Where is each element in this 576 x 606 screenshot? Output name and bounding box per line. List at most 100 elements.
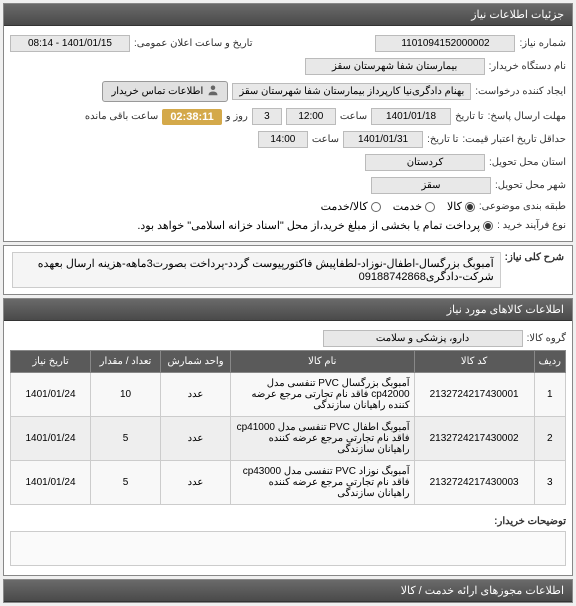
row-notes: توضیحات خریدار: xyxy=(10,513,566,569)
contact-badge-label: اطلاعات تماس خریدار xyxy=(111,86,203,97)
city-label: شهر محل تحویل: xyxy=(495,180,566,191)
radio-dot-icon xyxy=(371,202,381,212)
validity-until-label: تا تاریخ: xyxy=(427,134,458,145)
city-value: سقز xyxy=(371,177,491,194)
row-city: شهر محل تحویل: سقز xyxy=(10,174,566,197)
deadline-label: مهلت ارسال پاسخ: xyxy=(488,111,566,122)
radio-service[interactable]: خدمت xyxy=(393,200,435,213)
radio-goods-label: کالا xyxy=(447,200,462,213)
radio-dot-icon xyxy=(465,202,475,212)
buyer-label: نام دستگاه خریدار: xyxy=(489,61,566,72)
row-category: طبقه بندی موضوعی: کالا خدمت کالا/خدمت xyxy=(10,197,566,216)
table-header-row: ردیف کد کالا نام کالا واحد شمارش تعداد /… xyxy=(11,351,566,373)
need-details-panel: جزئیات اطلاعات نیاز شماره نیاز: 11010941… xyxy=(3,3,573,242)
th-index: ردیف xyxy=(534,351,565,373)
validity-label: حداقل تاریخ اعتبار قیمت: xyxy=(462,134,566,145)
th-unit: واحد شمارش xyxy=(161,351,231,373)
panel-header-details: جزئیات اطلاعات نیاز xyxy=(4,4,572,26)
table-row[interactable]: 3 2132724217430003 آمبوبگ نوزاد PVC تنفس… xyxy=(11,461,566,505)
row-creator: ایجاد کننده درخواست: بهنام دادگری‌نیا کا… xyxy=(10,78,566,105)
th-date: تاریخ نیاز xyxy=(11,351,91,373)
cell-name: آمبوبگ اطفال PVC تنفسی مدل cp41000 فاقد … xyxy=(231,417,415,461)
th-code: کد کالا xyxy=(414,351,534,373)
contact-badge[interactable]: اطلاعات تماس خریدار xyxy=(102,81,228,102)
buyer-value: بیمارستان شفا شهرستان سقز xyxy=(305,58,485,75)
table-row[interactable]: 2 2132724217430002 آمبوبگ اطفال PVC تنفس… xyxy=(11,417,566,461)
row-province: استان محل تحویل: کردستان xyxy=(10,151,566,174)
goods-info-panel: اطلاعات کالاهای مورد نیاز گروه کالا: دار… xyxy=(3,298,573,576)
remaining-label: ساعت باقی مانده xyxy=(85,111,158,122)
row-deadline: مهلت ارسال پاسخ: تا تاریخ 1401/01/18 ساع… xyxy=(10,105,566,128)
radio-purchase[interactable]: پرداخت تمام یا بخشی از مبلغ خرید،از محل … xyxy=(137,219,493,232)
creator-label: ایجاد کننده درخواست: xyxy=(475,86,566,97)
need-summary-panel: شرح کلی نیاز: آمبوبگ بزرگسال-اطفال-نوزاد… xyxy=(3,245,573,295)
cell-index: 1 xyxy=(534,373,565,417)
purchase-type-label: نوع فرآیند خرید : xyxy=(497,220,566,231)
panel-body-goods: گروه کالا: دارو، پزشکی و سلامت ردیف کد ک… xyxy=(4,321,572,575)
province-label: استان محل تحویل: xyxy=(489,157,566,168)
summary-text: آمبوبگ بزرگسال-اطفال-نوزاد-لطفاپیش فاکتو… xyxy=(12,252,501,288)
radio-dot-icon xyxy=(483,221,493,231)
cell-name: آمبوبگ بزرگسال PVC تنفسی مدل cp42000 فاق… xyxy=(231,373,415,417)
goods-table: ردیف کد کالا نام کالا واحد شمارش تعداد /… xyxy=(10,350,566,505)
group-value: دارو، پزشکی و سلامت xyxy=(323,330,523,347)
row-buyer: نام دستگاه خریدار: بیمارستان شفا شهرستان… xyxy=(10,55,566,78)
time-label-1: ساعت xyxy=(340,111,367,122)
days-value: 3 xyxy=(252,108,282,125)
need-number-value: 1101094152000002 xyxy=(375,35,515,52)
row-summary: شرح کلی نیاز: آمبوبگ بزرگسال-اطفال-نوزاد… xyxy=(4,246,572,294)
radio-dot-icon xyxy=(425,202,435,212)
radio-goods-service[interactable]: کالا/خدمت xyxy=(321,200,381,213)
summary-label: شرح کلی نیاز: xyxy=(505,252,564,263)
radio-service-label: خدمت xyxy=(393,200,422,213)
creator-value: بهنام دادگری‌نیا کارپرداز بیمارستان شفا … xyxy=(232,83,471,100)
cell-unit: عدد xyxy=(161,417,231,461)
th-name: نام کالا xyxy=(231,351,415,373)
deadline-time-value: 12:00 xyxy=(286,108,336,125)
panel-body-details: شماره نیاز: 1101094152000002 تاریخ و ساع… xyxy=(4,26,572,241)
row-group: گروه کالا: دارو، پزشکی و سلامت xyxy=(10,327,566,350)
category-label: طبقه بندی موضوعی: xyxy=(479,201,566,212)
purchase-radio-group: پرداخت تمام یا بخشی از مبلغ خرید،از محل … xyxy=(137,219,493,232)
cell-qty: 5 xyxy=(91,461,161,505)
cell-code: 2132724217430001 xyxy=(414,373,534,417)
group-label: گروه کالا: xyxy=(527,333,566,344)
row-purchase-type: نوع فرآیند خرید : پرداخت تمام یا بخشی از… xyxy=(10,216,566,235)
purchase-note: پرداخت تمام یا بخشی از مبلغ خرید،از محل … xyxy=(137,219,480,232)
cell-qty: 10 xyxy=(91,373,161,417)
public-date-label: تاریخ و ساعت اعلان عمومی: xyxy=(134,38,253,49)
province-value: کردستان xyxy=(365,154,485,171)
table-row[interactable]: 1 2132724217430001 آمبوبگ بزرگسال PVC تن… xyxy=(11,373,566,417)
cell-code: 2132724217430003 xyxy=(414,461,534,505)
deadline-date-value: 1401/01/18 xyxy=(371,108,451,125)
row-need-number: شماره نیاز: 1101094152000002 تاریخ و ساع… xyxy=(10,32,566,55)
panel-header-goods: اطلاعات کالاهای مورد نیاز xyxy=(4,299,572,321)
cell-qty: 5 xyxy=(91,417,161,461)
person-icon xyxy=(207,84,219,99)
th-qty: تعداد / مقدار xyxy=(91,351,161,373)
cell-unit: عدد xyxy=(161,461,231,505)
until-label: تا تاریخ xyxy=(455,111,484,122)
validity-date-value: 1401/01/31 xyxy=(343,131,423,148)
radio-goods-service-label: کالا/خدمت xyxy=(321,200,368,213)
category-radio-group: کالا خدمت کالا/خدمت xyxy=(321,200,475,213)
cell-code: 2132724217430002 xyxy=(414,417,534,461)
cell-index: 3 xyxy=(534,461,565,505)
cell-date: 1401/01/24 xyxy=(11,461,91,505)
notes-textarea[interactable] xyxy=(10,531,566,566)
public-date-value: 1401/01/15 - 08:14 xyxy=(10,35,130,52)
validity-time-value: 14:00 xyxy=(258,131,308,148)
panel-header-permits: اطلاعات مجوزهای ارائه خدمت / کالا xyxy=(4,580,572,602)
cell-date: 1401/01/24 xyxy=(11,417,91,461)
countdown-timer: 02:38:11 xyxy=(162,109,221,125)
radio-goods[interactable]: کالا xyxy=(447,200,475,213)
need-number-label: شماره نیاز: xyxy=(519,38,566,49)
cell-unit: عدد xyxy=(161,373,231,417)
row-validity: حداقل تاریخ اعتبار قیمت: تا تاریخ: 1401/… xyxy=(10,128,566,151)
table-body: 1 2132724217430001 آمبوبگ بزرگسال PVC تن… xyxy=(11,373,566,505)
cell-date: 1401/01/24 xyxy=(11,373,91,417)
permits-panel: اطلاعات مجوزهای ارائه خدمت / کالا xyxy=(3,579,573,603)
cell-name: آمبوبگ نوزاد PVC تنفسی مدل cp43000 فاقد … xyxy=(231,461,415,505)
time-label-2: ساعت xyxy=(312,134,339,145)
cell-index: 2 xyxy=(534,417,565,461)
